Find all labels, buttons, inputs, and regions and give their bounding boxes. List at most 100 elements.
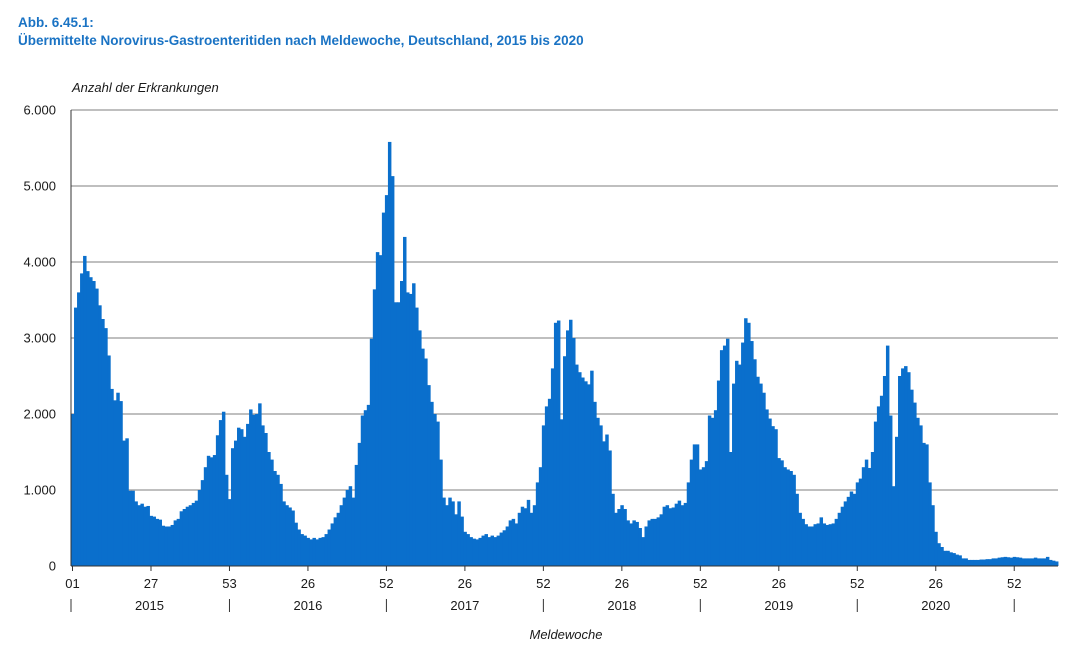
bar [614,512,618,566]
bar [291,510,295,566]
bar [816,523,820,566]
bar [541,425,546,566]
bar [729,452,733,566]
bar [686,482,691,566]
bar [303,535,307,566]
bar [837,512,842,566]
bar [336,512,341,566]
bar [1048,559,1053,566]
bar [104,328,108,566]
bar [861,467,866,566]
bar [559,419,564,566]
bar [363,410,368,566]
bar [547,398,552,566]
bar [71,414,75,566]
bar [92,281,96,566]
x-tick-label: 26 [301,576,315,591]
bar [795,493,799,566]
bar [297,529,301,566]
bar [759,383,763,566]
bar [656,517,661,566]
figure-label: Abb. 6.45.1: [18,15,94,30]
x-tick-label: 01 [65,576,79,591]
bar [891,486,896,566]
bar [701,467,706,566]
bar [227,499,232,566]
bar [671,507,676,566]
bar [907,372,911,566]
bar [267,452,271,566]
bar [224,474,229,566]
bar [762,392,766,566]
bar [442,497,446,566]
bar [484,534,488,566]
bar [831,523,836,566]
bar [258,403,262,566]
bar [864,459,869,566]
bar [1036,558,1041,566]
bar [937,543,941,566]
bar [490,535,495,566]
year-label: 2017 [450,598,479,613]
bar [152,516,156,566]
bar [695,444,700,566]
bar [481,535,485,566]
bar [221,411,226,566]
figure-title: Übermittelte Norovirus-Gastroenteritiden… [18,33,584,48]
y-tick-label: 1.000 [23,483,56,498]
bar [976,559,980,566]
bar [122,440,126,566]
bar [843,501,848,566]
bar [203,467,208,566]
bar [285,505,289,566]
bar [433,414,437,566]
bar [330,523,335,566]
y-tick-label: 4.000 [23,255,56,270]
bar [596,417,600,566]
bar [532,505,537,566]
bar [276,474,280,566]
bar [780,460,784,566]
bar [89,277,93,566]
bar [994,558,999,566]
bar [629,523,633,566]
bar [354,464,359,566]
bar [230,448,235,566]
bar [747,322,751,566]
bar [919,425,923,566]
bar [77,292,81,566]
bar [668,508,673,566]
bar [170,524,175,566]
bar [587,384,591,566]
bar [885,345,890,566]
bar [876,406,881,566]
bar [849,491,854,566]
bar [611,493,615,566]
x-axis-title: Meldewoche [530,627,603,642]
bar [572,338,576,566]
bar [387,141,392,567]
bar [895,436,899,566]
x-tick-label: 52 [693,576,707,591]
bar [463,531,467,566]
bar [617,509,621,566]
year-label: 2015 [135,598,164,613]
x-tick-label: 26 [615,576,629,591]
bar [744,318,748,566]
bar [692,444,697,566]
bar [1006,557,1011,566]
bar [240,429,244,566]
bar [988,559,993,566]
bar [209,457,214,566]
bar [952,553,956,566]
x-tick-labels: 01 27 53 26 52 26 52 26 52 26 52 26 52 [65,566,1021,591]
bar [590,370,594,566]
bar [888,415,893,566]
bar [194,500,199,566]
bar [1030,558,1035,566]
bar [738,364,742,566]
bar [282,501,286,566]
bar [873,421,878,566]
bar [635,521,639,566]
bar [879,395,884,566]
